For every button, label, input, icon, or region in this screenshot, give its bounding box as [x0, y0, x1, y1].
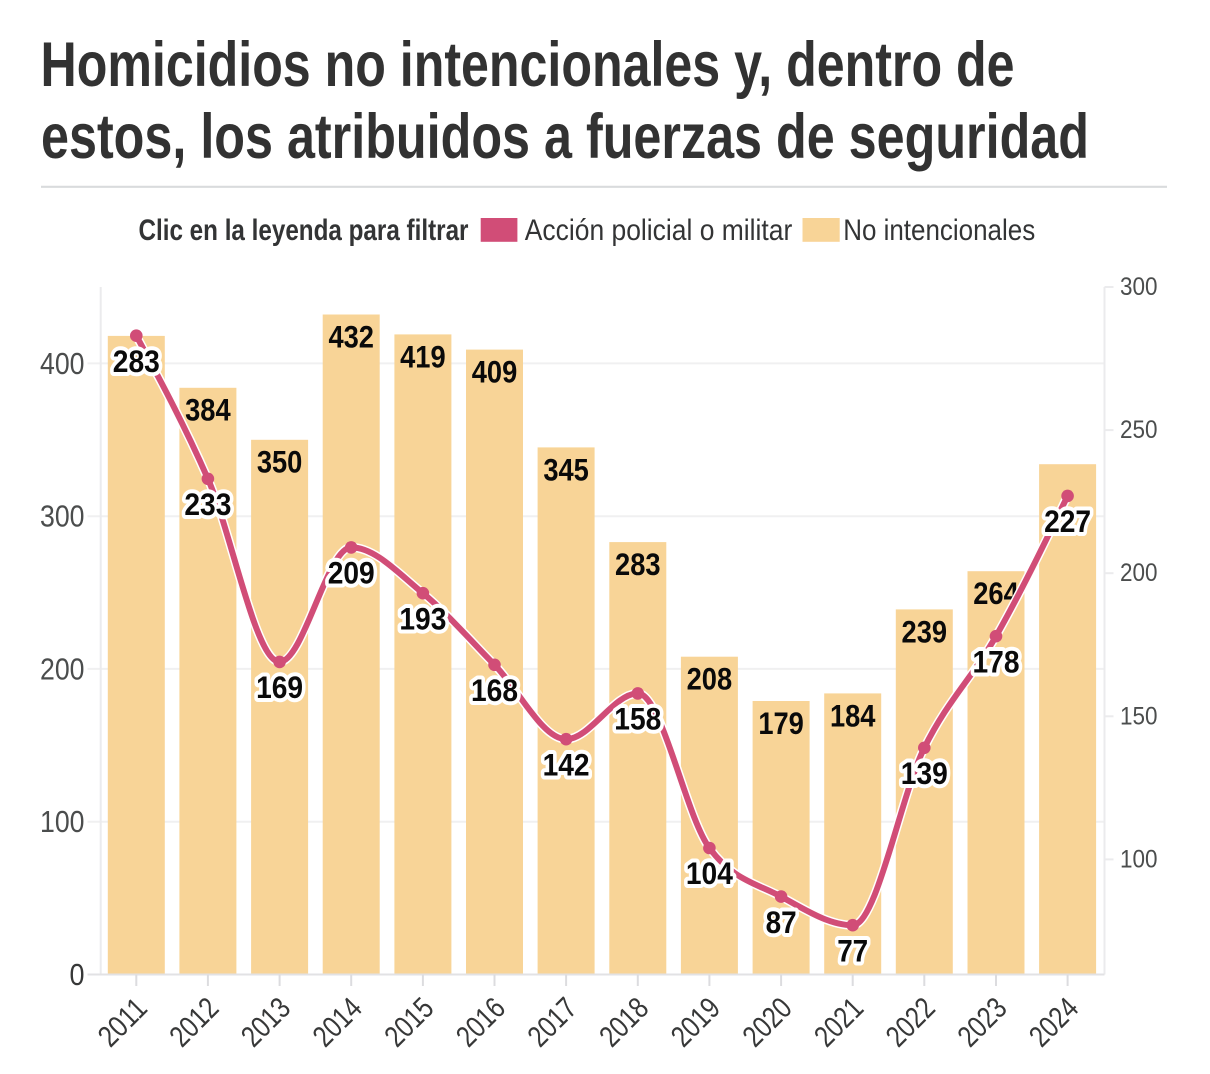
svg-text:209: 209 [328, 555, 375, 591]
svg-text:250: 250 [1120, 416, 1158, 444]
svg-text:100: 100 [1120, 845, 1158, 873]
svg-text:283: 283 [113, 343, 160, 379]
svg-text:345: 345 [543, 451, 589, 487]
svg-text:184: 184 [830, 697, 876, 733]
svg-text:227: 227 [1044, 503, 1091, 539]
svg-text:142: 142 [543, 746, 590, 782]
svg-text:178: 178 [973, 643, 1020, 679]
svg-text:384: 384 [185, 392, 231, 428]
svg-text:409: 409 [472, 354, 518, 390]
svg-text:350: 350 [257, 444, 303, 480]
svg-text:139: 139 [901, 755, 948, 791]
svg-text:104: 104 [686, 855, 733, 891]
svg-text:179: 179 [758, 705, 804, 741]
svg-text:300: 300 [40, 499, 85, 534]
svg-text:100: 100 [40, 804, 85, 839]
svg-text:233: 233 [184, 486, 231, 522]
svg-text:No intencionales: No intencionales [843, 214, 1035, 247]
svg-text:400: 400 [40, 346, 85, 381]
svg-text:169: 169 [256, 669, 303, 705]
svg-text:Acción policial o militar: Acción policial o militar [525, 214, 793, 247]
svg-text:Homicidios no intencionales y,: Homicidios no intencionales y, dentro de [41, 30, 1015, 100]
svg-text:283: 283 [615, 546, 661, 582]
svg-text:0: 0 [70, 957, 85, 992]
svg-text:193: 193 [399, 600, 446, 636]
svg-text:239: 239 [902, 613, 948, 649]
svg-text:estos, los atribuidos a fuerza: estos, los atribuidos a fuerzas de segur… [41, 102, 1089, 172]
svg-text:87: 87 [766, 904, 797, 940]
svg-text:168: 168 [471, 672, 518, 708]
svg-text:77: 77 [837, 932, 868, 968]
svg-text:158: 158 [614, 701, 661, 737]
svg-text:200: 200 [1120, 559, 1158, 587]
svg-text:432: 432 [328, 318, 374, 354]
svg-text:300: 300 [1120, 273, 1158, 301]
svg-text:Clic en la leyenda para filtra: Clic en la leyenda para filtrar [139, 214, 469, 247]
svg-text:200: 200 [40, 651, 85, 686]
svg-text:419: 419 [400, 338, 446, 374]
svg-text:208: 208 [687, 661, 733, 697]
svg-text:150: 150 [1120, 702, 1158, 730]
